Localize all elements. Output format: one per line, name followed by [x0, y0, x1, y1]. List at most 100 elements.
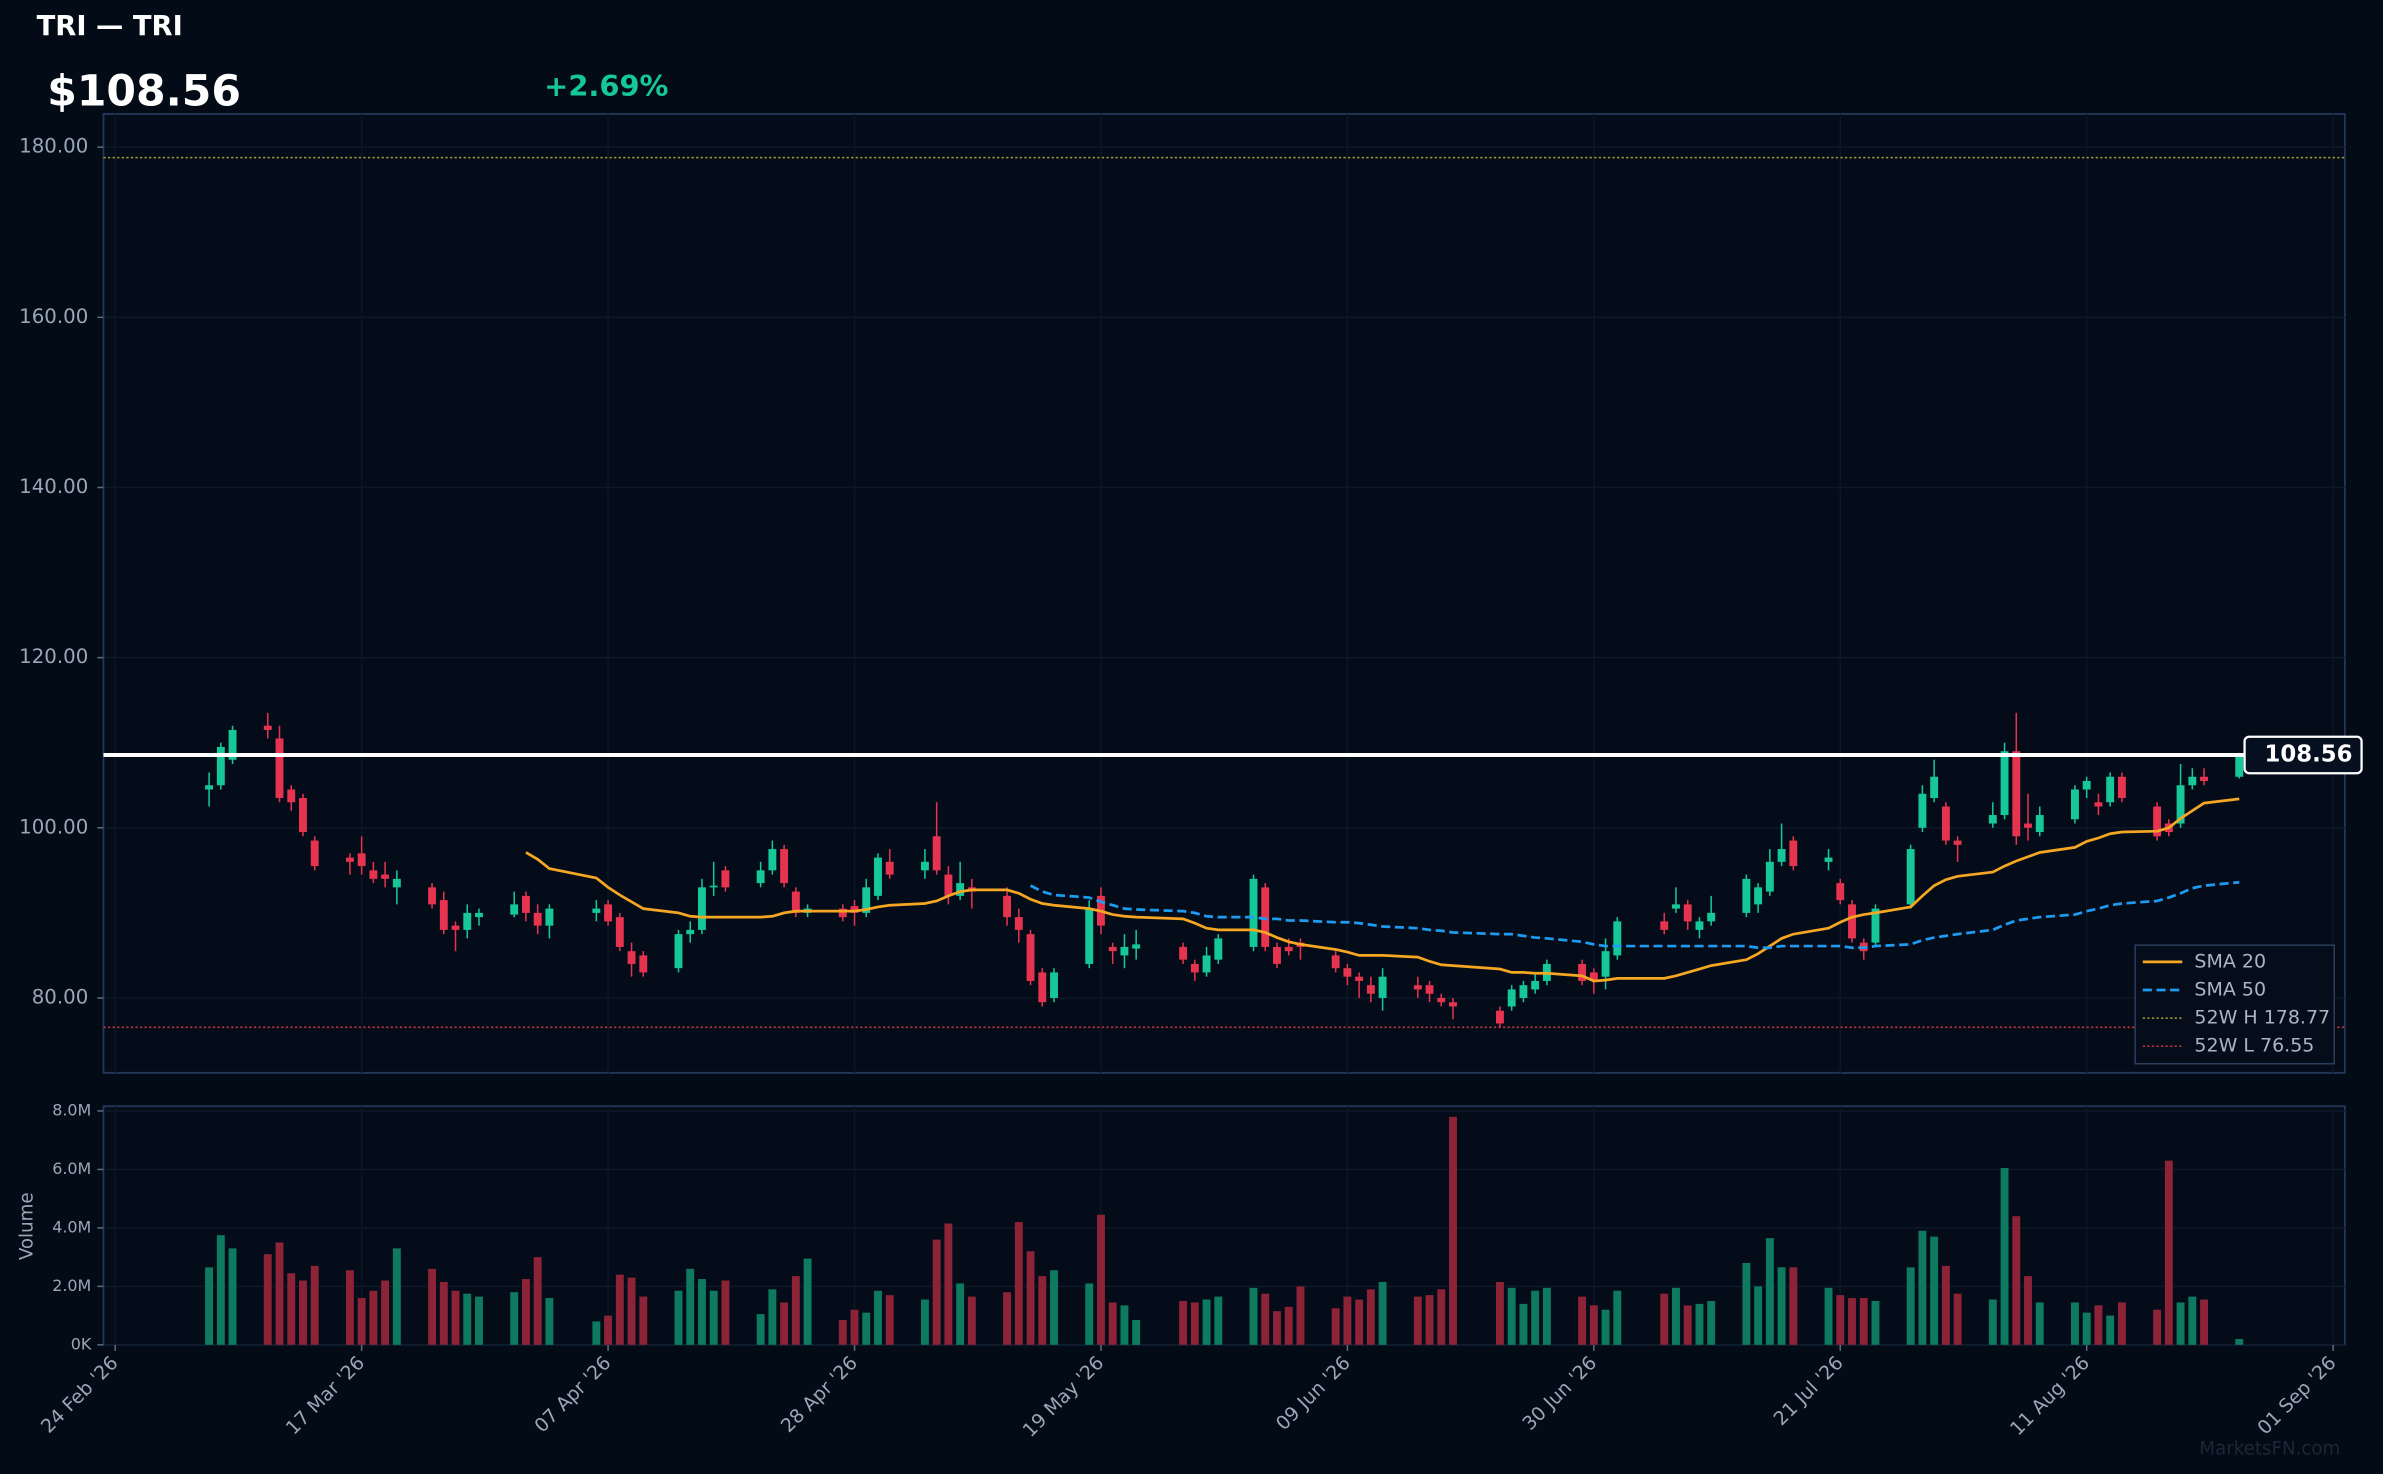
volume-bar [627, 1277, 636, 1345]
candle-body [698, 887, 706, 930]
volume-bar [1132, 1319, 1141, 1345]
candle-body [1789, 840, 1798, 867]
volume-bar [1179, 1300, 1188, 1345]
candle-body [1085, 908, 1094, 964]
volume-bar [2094, 1305, 2103, 1345]
volume-bar [967, 1296, 976, 1345]
candle-body [2117, 776, 2126, 799]
volume-bar [1531, 1290, 1540, 1345]
volume-tick-label: 6.0M [52, 1159, 91, 1178]
candle-body [1918, 793, 1927, 828]
volume-bar [674, 1290, 683, 1345]
candle-body [1578, 963, 1587, 981]
candle-body [1413, 985, 1422, 990]
candle-body [592, 908, 601, 913]
candle-body [780, 849, 789, 884]
volume-bar [1953, 1293, 1962, 1345]
volume-bar [709, 1290, 718, 1345]
candle-body [1132, 944, 1141, 949]
volume-bar [310, 1265, 319, 1345]
volume-bar [1108, 1302, 1117, 1345]
volume-bar [205, 1267, 214, 1345]
volume-panel [102, 1105, 2346, 1346]
volume-bar [1014, 1222, 1023, 1345]
legend-label: 52W L 76.55 [2194, 1035, 2314, 1057]
legend: SMA 20 SMA 50 52W H 178.77 52W L 76.55 [2134, 944, 2335, 1065]
candle-body [768, 849, 777, 871]
candle-body [1284, 946, 1293, 952]
volume-bar [1202, 1299, 1211, 1345]
candle-body [1589, 972, 1598, 981]
volume-bar [287, 1273, 296, 1345]
candle-body [2235, 754, 2244, 777]
volume-bar [1449, 1116, 1457, 1345]
candle-body [1660, 921, 1669, 930]
candle-body [228, 729, 237, 760]
volume-bar [1789, 1267, 1798, 1345]
volume-bar [2153, 1309, 2162, 1345]
candle-body [838, 908, 847, 918]
volume-bar [1003, 1292, 1012, 1345]
candle-body [1190, 963, 1199, 973]
volume-bar [439, 1281, 448, 1345]
volume-bar [1754, 1286, 1763, 1345]
volume-bar [1214, 1296, 1223, 1345]
volume-bar [2071, 1302, 2079, 1345]
volume-bar [521, 1279, 530, 1345]
candle-body [721, 870, 730, 888]
candle-body [392, 878, 401, 888]
candle-body [1179, 946, 1188, 960]
candle-body [451, 925, 460, 930]
volume-bar [1672, 1287, 1680, 1345]
volume-bar [2235, 1338, 2244, 1345]
change-label: +2.69% [544, 69, 668, 103]
volume-bar [920, 1299, 929, 1345]
candle-body [357, 853, 366, 867]
candle-body [1777, 849, 1786, 862]
candle-body [2094, 802, 2103, 807]
candle-body [756, 870, 765, 884]
candle-body [1930, 776, 1939, 799]
volume-bar [369, 1290, 378, 1345]
y-tick-label: 140.00 [19, 475, 88, 498]
volume-bar [803, 1258, 812, 1345]
volume-bar [956, 1283, 965, 1345]
volume-bar [2200, 1299, 2208, 1345]
volume-bar [1589, 1305, 1598, 1345]
volume-bar [1413, 1296, 1422, 1345]
candle-body [275, 738, 284, 799]
candle-body [885, 861, 894, 875]
volume-bar [1378, 1281, 1387, 1345]
candle-body [2012, 751, 2021, 837]
volume-bar [885, 1295, 894, 1345]
volume-bar [1437, 1289, 1446, 1345]
volume-bar [1343, 1296, 1352, 1345]
volume-bar [1331, 1308, 1340, 1345]
watermark: MarketsFN.com [2199, 1439, 2340, 1460]
volume-bar [1871, 1300, 1880, 1345]
volume-bar [1120, 1305, 1129, 1345]
volume-bar [862, 1312, 871, 1345]
volume-bar [756, 1314, 765, 1345]
candle-body [1437, 997, 1446, 1003]
candle-body [205, 785, 214, 790]
volume-bar [2035, 1302, 2044, 1345]
volume-bar [686, 1268, 695, 1345]
volume-bar [428, 1268, 437, 1345]
candle-body [475, 912, 483, 918]
volume-bar [2164, 1160, 2173, 1345]
volume-bar [1824, 1287, 1833, 1345]
candle-body [1824, 857, 1833, 862]
candle-body [639, 955, 648, 973]
candle-body [1871, 908, 1880, 943]
volume-bar [1988, 1299, 1997, 1345]
legend-label: SMA 50 [2194, 979, 2266, 1001]
price-label: $108.56 [47, 68, 241, 117]
candle-body [545, 908, 554, 926]
volume-bar [2106, 1315, 2115, 1345]
candle-body [1355, 976, 1364, 981]
candle-body [1343, 968, 1352, 977]
candle-body [1765, 861, 1774, 892]
candle-body [1366, 985, 1375, 994]
candle-body [1214, 938, 1223, 960]
